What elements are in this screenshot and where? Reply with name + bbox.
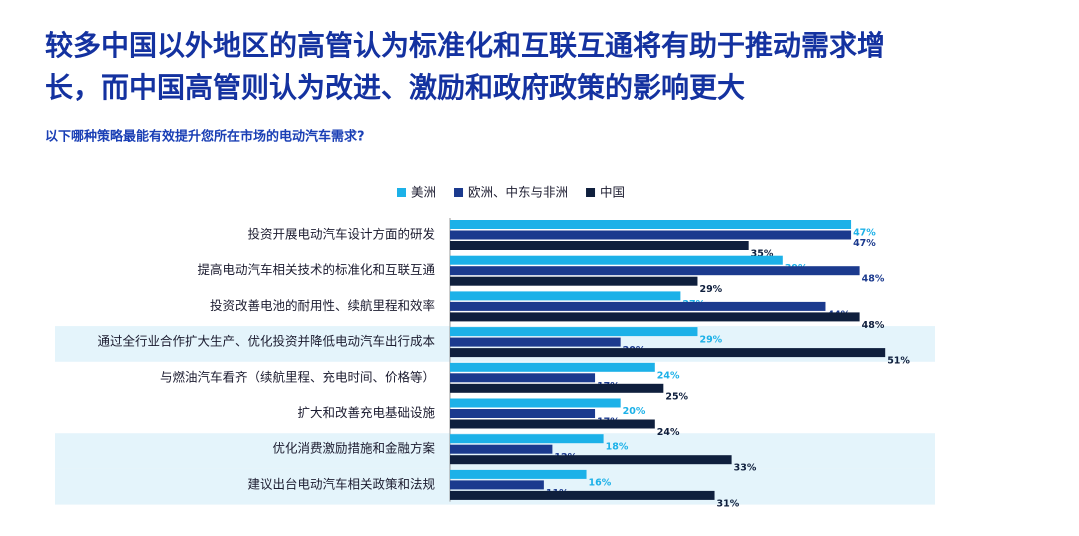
chart-subtitle: 以下哪种策略最能有效提升您所在市场的电动汽车需求? [45, 129, 365, 145]
bar [450, 255, 783, 265]
legend-swatch [586, 188, 596, 197]
bar [450, 373, 596, 383]
value-label: 29% [699, 284, 722, 295]
bar [450, 444, 553, 454]
bar [450, 241, 749, 250]
value-label: 48% [862, 274, 885, 285]
bar [450, 327, 698, 337]
value-label: 20% [623, 406, 646, 417]
value-label: 35% [751, 249, 774, 260]
bar [450, 419, 655, 429]
value-label: 51% [887, 356, 910, 367]
value-label: 48% [862, 320, 885, 331]
legend-label: 欧洲、中东与非洲 [468, 185, 568, 200]
category-label: 投资改善电池的耐用性、续航里程和效率 [210, 298, 435, 313]
legend-swatch [397, 188, 406, 197]
legend-label: 美洲 [411, 185, 436, 200]
bar [450, 291, 681, 301]
category-label: 投资开展电动汽车设计方面的研发 [247, 227, 435, 242]
value-label: 47% [853, 238, 876, 249]
value-label: 29% [699, 335, 722, 346]
value-label: 16% [589, 477, 612, 488]
value-label: 47% [853, 228, 876, 239]
bar [450, 348, 886, 358]
chart-title: 较多中国以外地区的高管认为标准化和互联互通将有助于推动需求增 [45, 29, 885, 62]
value-label: 24% [657, 370, 680, 381]
legend-swatch [454, 188, 464, 197]
value-label: 31% [717, 498, 740, 509]
bar [450, 276, 698, 286]
bar [450, 337, 621, 347]
category-label: 建议出台电动汽车相关政策和法规 [247, 476, 435, 491]
bar [450, 301, 826, 311]
bar [450, 362, 655, 372]
value-label: 25% [665, 391, 688, 402]
value-label: 33% [734, 463, 757, 474]
legend-label: 中国 [600, 185, 625, 200]
value-label: 24% [657, 427, 680, 438]
bar [450, 398, 621, 408]
category-label: 提高电动汽车相关技术的标准化和互联互通 [197, 262, 435, 277]
bar [450, 469, 587, 479]
category-label: 扩大和改善充电基础设施 [297, 405, 435, 420]
bar [450, 480, 544, 490]
value-label: 18% [606, 442, 629, 453]
category-label: 通过全行业合作扩大生产、优化投资并降低电动汽车出行成本 [97, 334, 435, 349]
bar [450, 455, 732, 465]
bar [450, 383, 664, 393]
bar [450, 312, 860, 322]
category-label: 与燃油汽车看齐（续航里程、充电时间、价格等） [160, 369, 435, 384]
bar [450, 220, 852, 229]
bar [450, 434, 604, 444]
bar [450, 230, 852, 240]
bar [450, 490, 715, 500]
chart-title: 长，而中国高管则认为改进、激励和政府政策的影响更大 [45, 71, 745, 104]
bar [450, 266, 860, 276]
bar [450, 409, 596, 418]
category-label: 优化消费激励措施和金融方案 [272, 441, 435, 456]
